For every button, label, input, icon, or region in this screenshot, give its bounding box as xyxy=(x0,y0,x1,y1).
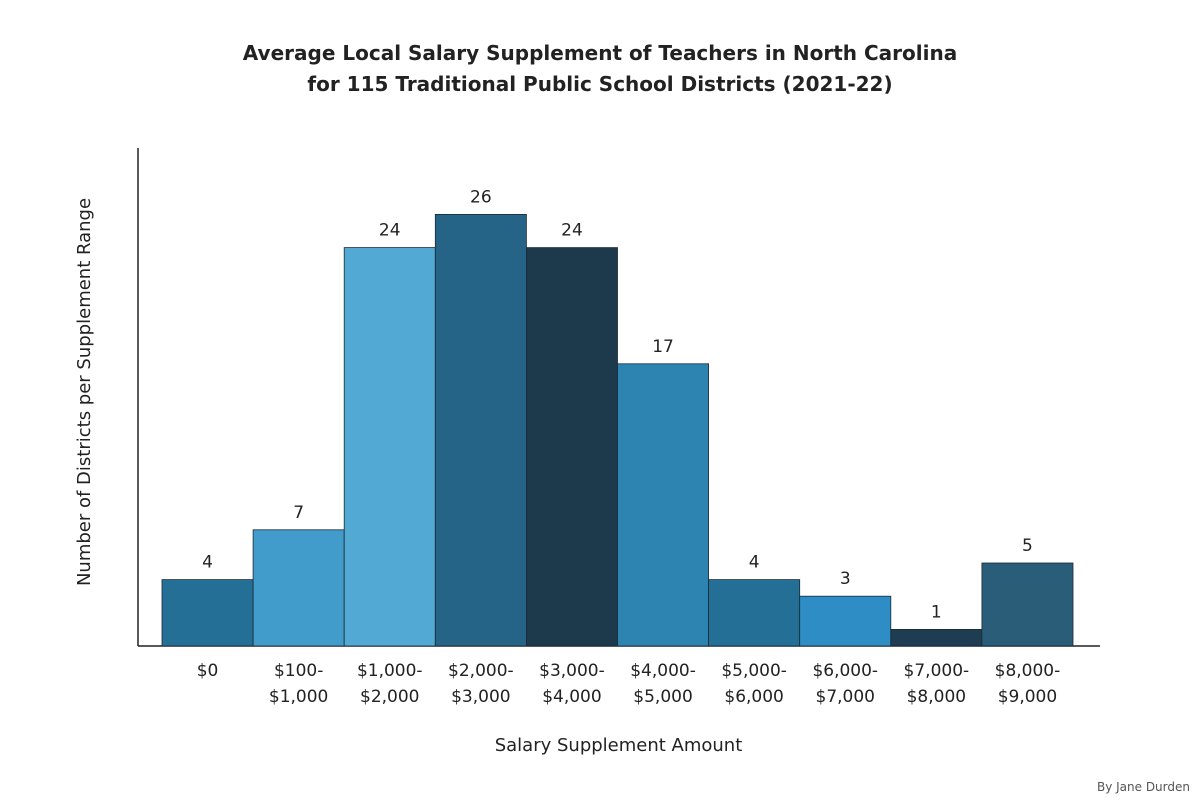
data-label: 3 xyxy=(840,569,851,589)
x-tick-label: $4,000- $5,000 xyxy=(630,661,696,707)
data-label: 26 xyxy=(470,187,492,207)
x-tick-label: $3,000- $4,000 xyxy=(539,661,605,707)
x-tick-label: $5,000- $6,000 xyxy=(721,661,787,707)
x-tick-label: $100- $1,000 xyxy=(268,661,329,707)
x-tick-label: $1,000- $2,000 xyxy=(356,661,423,707)
bar xyxy=(526,247,618,647)
data-label: 4 xyxy=(202,553,213,573)
x-tick-label: $8,000- $9,000 xyxy=(994,661,1061,707)
data-label: 7 xyxy=(293,503,304,523)
data-label: 17 xyxy=(652,337,674,357)
bar xyxy=(343,247,436,647)
x-tick-label: $0 xyxy=(196,661,219,681)
data-label: 5 xyxy=(1022,536,1033,556)
credit: By Jane Durden xyxy=(1096,780,1190,794)
bar xyxy=(434,213,527,647)
data-label: 24 xyxy=(561,221,583,241)
y-axis-label: Number of Districts per Supplement Range xyxy=(74,198,95,586)
x-tick-label: $6,000- $7,000 xyxy=(812,661,879,707)
bar xyxy=(161,579,254,647)
chart-title: Average Local Salary Supplement of Teach… xyxy=(242,41,958,96)
bar xyxy=(708,579,801,647)
x-tick-label: $7,000- $8,000 xyxy=(903,661,970,707)
data-label: 1 xyxy=(931,602,942,622)
data-label: 24 xyxy=(379,221,401,241)
bar xyxy=(890,629,983,647)
bar xyxy=(252,529,345,647)
x-axis-label: Salary Supplement Amount xyxy=(494,735,743,756)
bar xyxy=(981,562,1074,647)
x-tick-label: $2,000- $3,000 xyxy=(448,661,514,707)
bar xyxy=(617,363,709,647)
bar xyxy=(799,595,892,647)
data-label: 4 xyxy=(749,553,760,573)
